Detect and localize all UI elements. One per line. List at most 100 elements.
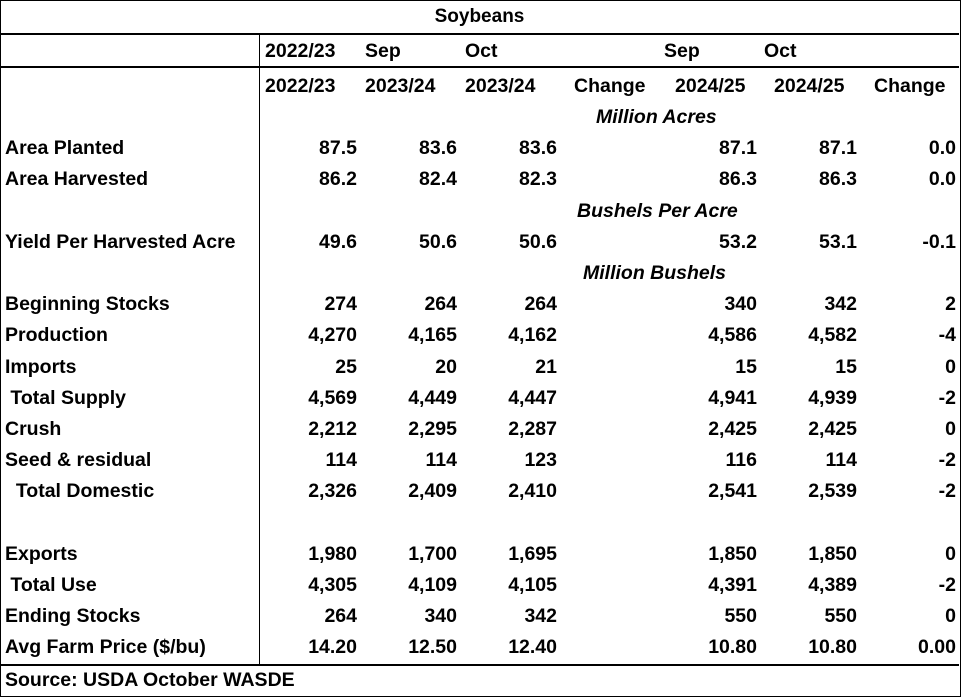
row-value-col6: 87.1 xyxy=(819,137,857,159)
footer-rule xyxy=(0,664,959,666)
row-value-col5: 116 xyxy=(725,449,757,471)
row-value-col5: 86.3 xyxy=(719,168,757,190)
row-value-col2: 2,295 xyxy=(408,418,457,440)
row-value-col7: 0 xyxy=(945,418,956,440)
row-label: Imports xyxy=(5,356,77,378)
row-value-col3: 264 xyxy=(524,293,557,315)
row-value-col1: 2,326 xyxy=(308,480,357,502)
row-value-col3: 2,410 xyxy=(508,480,557,502)
row-label: Crush xyxy=(5,418,62,440)
row-value-col1: 274 xyxy=(324,293,357,315)
header2-col1: 2022/23 xyxy=(265,75,336,97)
label-divider xyxy=(259,35,260,664)
header1-col5: Sep xyxy=(664,40,700,62)
row-value-col7: -2 xyxy=(938,574,956,596)
row-value-col3: 4,105 xyxy=(508,574,557,596)
table-title: Soybeans xyxy=(0,0,959,35)
row-value-col1: 25 xyxy=(335,356,357,378)
row-value-col2: 82.4 xyxy=(419,168,457,190)
row-value-col6: 4,389 xyxy=(808,574,857,596)
row-value-col7: -2 xyxy=(938,480,956,502)
row-value-col6: 4,582 xyxy=(808,324,857,346)
row-value-col3: 4,162 xyxy=(508,324,557,346)
row-label: Total Supply xyxy=(5,387,126,409)
header1-col6: Oct xyxy=(764,40,797,62)
row-value-col5: 1,850 xyxy=(708,543,757,565)
row-value-col3: 82.3 xyxy=(519,168,557,190)
row-value-col5: 10.80 xyxy=(708,636,757,658)
header2-col7: Change xyxy=(874,75,946,97)
row-value-col7: 0 xyxy=(945,543,956,565)
row-label: Beginning Stocks xyxy=(5,293,170,315)
unit-million-bushels: Million Bushels xyxy=(583,262,727,284)
row-value-col5: 550 xyxy=(724,605,757,627)
row-value-col1: 86.2 xyxy=(319,168,357,190)
row-value-col6: 15 xyxy=(835,356,857,378)
row-value-col1: 114 xyxy=(325,449,357,471)
row-value-col5: 4,941 xyxy=(708,387,757,409)
header2-col4: Change xyxy=(574,75,646,97)
row-value-col1: 4,569 xyxy=(308,387,357,409)
row-value-col6: 114 xyxy=(825,449,857,471)
row-label: Production xyxy=(5,324,108,346)
row-value-col2: 4,109 xyxy=(408,574,457,596)
row-value-col7: -2 xyxy=(938,449,956,471)
row-value-col7: 0.0 xyxy=(928,137,956,159)
row-label: Exports xyxy=(5,543,78,565)
row-value-col2: 4,449 xyxy=(408,387,457,409)
row-value-col2: 340 xyxy=(424,605,457,627)
row-value-col5: 4,586 xyxy=(708,324,757,346)
row-value-col6: 550 xyxy=(824,605,857,627)
row-value-col7: -0.1 xyxy=(922,231,956,253)
row-value-col1: 14.20 xyxy=(308,636,357,658)
header1-col2: Sep xyxy=(365,40,401,62)
row-value-col2: 20 xyxy=(435,356,457,378)
row-value-col2: 4,165 xyxy=(408,324,457,346)
row-label: Total Use xyxy=(5,574,97,596)
row-value-col7: 0.00 xyxy=(918,636,956,658)
row-value-col6: 53.1 xyxy=(819,231,857,253)
header-rule xyxy=(0,66,959,68)
row-label: Seed & residual xyxy=(5,449,152,471)
header1-col1: 2022/23 xyxy=(265,40,336,62)
row-value-col7: -4 xyxy=(938,324,956,346)
row-label: Avg Farm Price ($/bu) xyxy=(5,636,206,658)
row-value-col3: 83.6 xyxy=(519,137,557,159)
row-value-col1: 264 xyxy=(324,605,357,627)
row-label: Yield Per Harvested Acre xyxy=(5,231,236,253)
unit-million-acres: Million Acres xyxy=(596,106,717,128)
row-value-col2: 2,409 xyxy=(408,480,457,502)
header1-col3: Oct xyxy=(465,40,498,62)
row-label: Total Domestic xyxy=(5,480,155,502)
row-value-col6: 10.80 xyxy=(808,636,857,658)
row-value-col1: 87.5 xyxy=(319,137,357,159)
row-value-col5: 15 xyxy=(735,356,757,378)
header2-col2: 2023/24 xyxy=(365,75,436,97)
source-note: Source: USDA October WASDE xyxy=(5,669,295,691)
row-value-col7: -2 xyxy=(938,387,956,409)
row-value-col6: 4,939 xyxy=(808,387,857,409)
row-value-col1: 4,270 xyxy=(308,324,357,346)
row-value-col3: 4,447 xyxy=(508,387,557,409)
row-value-col3: 123 xyxy=(524,449,557,471)
row-label: Area Planted xyxy=(5,137,125,159)
table-title-text: Soybeans xyxy=(434,5,525,27)
row-value-col3: 342 xyxy=(524,605,557,627)
row-value-col7: 0 xyxy=(945,356,956,378)
row-label: Area Harvested xyxy=(5,168,149,190)
row-value-col3: 21 xyxy=(535,356,557,378)
unit-bushels-per-acre: Bushels Per Acre xyxy=(577,200,738,222)
row-value-col5: 340 xyxy=(724,293,757,315)
row-value-col1: 49.6 xyxy=(319,231,357,253)
row-value-col3: 12.40 xyxy=(508,636,557,658)
row-value-col2: 1,700 xyxy=(408,543,457,565)
row-value-col5: 87.1 xyxy=(719,137,757,159)
row-value-col1: 2,212 xyxy=(308,418,357,440)
header2-col6: 2024/25 xyxy=(774,75,845,97)
row-value-col5: 53.2 xyxy=(719,231,757,253)
header2-col3: 2023/24 xyxy=(465,75,536,97)
row-value-col7: 0.0 xyxy=(928,168,956,190)
row-value-col6: 86.3 xyxy=(819,168,857,190)
row-value-col5: 4,391 xyxy=(708,574,757,596)
row-value-col6: 342 xyxy=(824,293,857,315)
